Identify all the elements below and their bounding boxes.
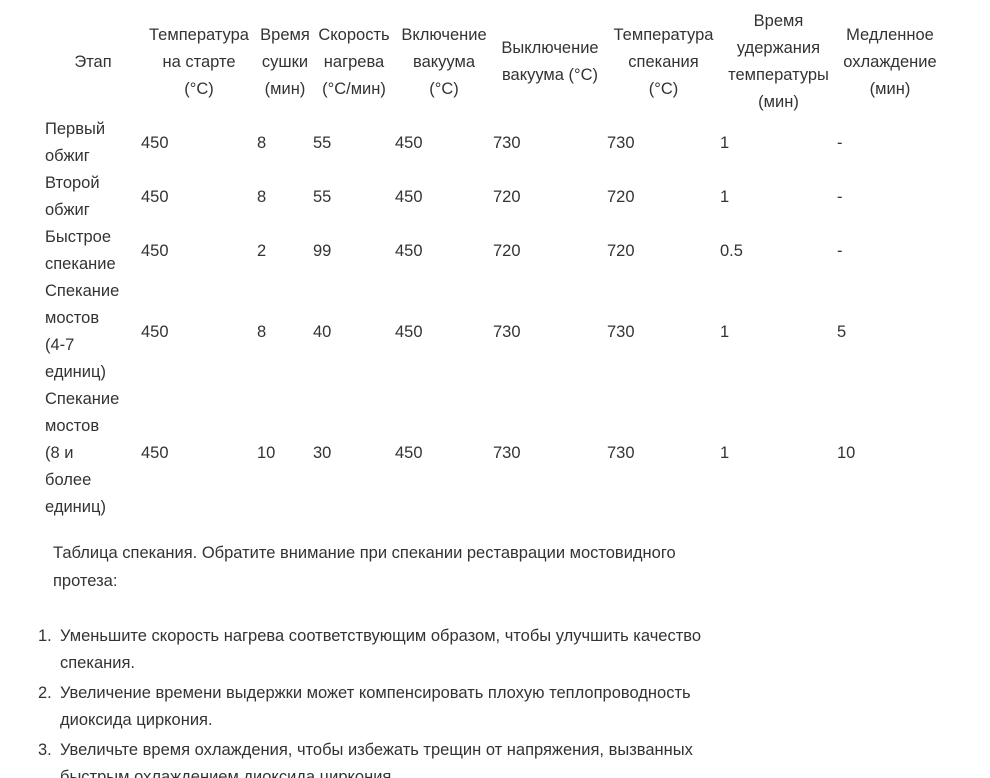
cell-value: 2 [257,241,267,260]
cell-value: - [837,241,843,260]
col-header-slow-cooling: Медленное охлаждение (мин) [843,25,937,98]
col-header-start-temperature: Температура на старте (°C) [149,25,249,98]
col-header-heating-rate: Скорость нагрева (°С/мин) [318,25,390,98]
cell-stage: Второй обжиг [45,174,100,219]
cell-stage: Спекание мостов (4-7 единиц) [45,282,120,381]
cell-value: 5 [837,322,847,341]
cell-value: 1 [720,133,730,152]
table-row: Быстрое спекание 450 2 99 450 720 720 0.… [45,224,943,278]
col-header-vacuum-off: Выключение вакуума (°C) [501,39,599,84]
cell-value: 10 [837,444,856,462]
col-header-holding-time: Время удержания температуры (мин) [728,12,829,111]
cell-value: 450 [395,322,423,341]
cell-value: 10 [257,444,276,462]
cell-value: 450 [141,322,169,341]
cell-value: 720 [493,241,521,260]
list-item-text: Увеличьте время охлаждения, чтобы избежа… [60,741,693,778]
cell-value: 55 [313,133,332,152]
cell-value: 730 [607,133,635,152]
cell-value: 720 [493,187,521,206]
cell-value: - [837,133,843,152]
list-item: 1. Уменьшите скорость нагрева соответств… [38,623,990,677]
sintering-parameters-table: Этап Температура на старте (°C) Время су… [45,8,943,521]
list-item: 3. Увеличьте время охлаждения, чтобы изб… [38,737,990,778]
list-item-number: 3. [38,741,52,759]
cell-value: 450 [141,133,169,152]
list-item-text: Уменьшите скорость нагрева соответствующ… [60,627,702,672]
cell-value: 720 [607,241,635,260]
list-item-text: Увеличение времени выдержки может компен… [60,684,691,729]
table-caption: Таблица спекания. Обратите внимание при … [53,544,676,590]
col-header-sintering-temperature: Температура спекания (°C) [613,25,714,98]
cell-value: 730 [493,322,521,341]
col-header-vacuum-on: Включение вакуума (°C) [401,25,487,98]
cell-value: 1 [720,322,730,341]
cell-value: 55 [313,187,332,206]
cell-value: 0.5 [720,241,743,260]
cell-value: 720 [607,187,635,206]
cell-value: 99 [313,241,332,260]
cell-value: 1 [720,444,730,462]
cell-value: 8 [257,133,267,152]
notes-list: 1. Уменьшите скорость нагрева соответств… [38,623,990,778]
cell-value: 40 [313,322,332,341]
cell-value: 450 [395,241,423,260]
cell-value: 8 [257,322,267,341]
cell-value: 450 [395,133,423,152]
cell-value: 730 [607,444,635,462]
cell-value: 450 [395,187,423,206]
cell-stage: Быстрое спекание [45,228,116,273]
cell-value: 8 [257,187,267,206]
cell-stage: Спекание мостов (8 и более единиц) [45,390,120,516]
table-row: Первый обжиг 450 8 55 450 730 730 1 - [45,116,943,170]
table-row: Второй обжиг 450 8 55 450 720 720 1 - [45,170,943,224]
cell-value: 730 [493,444,521,462]
col-header-stage: Этап [74,52,112,71]
table-row: Спекание мостов (8 и более единиц) 450 1… [45,386,943,521]
header-row: Этап Температура на старте (°C) Время су… [45,8,943,116]
table-row: Спекание мостов (4-7 единиц) 450 8 40 45… [45,278,943,386]
list-item-number: 1. [38,627,52,645]
col-header-drying-time: Время сушки (мин) [260,25,310,98]
list-item-number: 2. [38,684,52,702]
cell-value: 30 [313,444,332,462]
cell-value: 730 [607,322,635,341]
cell-value: 450 [141,444,169,462]
cell-stage: Первый обжиг [45,120,106,165]
list-item: 2. Увеличение времени выдержки может ком… [38,680,990,734]
cell-value: 1 [720,187,730,206]
cell-value: 730 [493,133,521,152]
cell-value: 450 [395,444,423,462]
cell-value: 450 [141,241,169,260]
cell-value: - [837,187,843,206]
cell-value: 450 [141,187,169,206]
